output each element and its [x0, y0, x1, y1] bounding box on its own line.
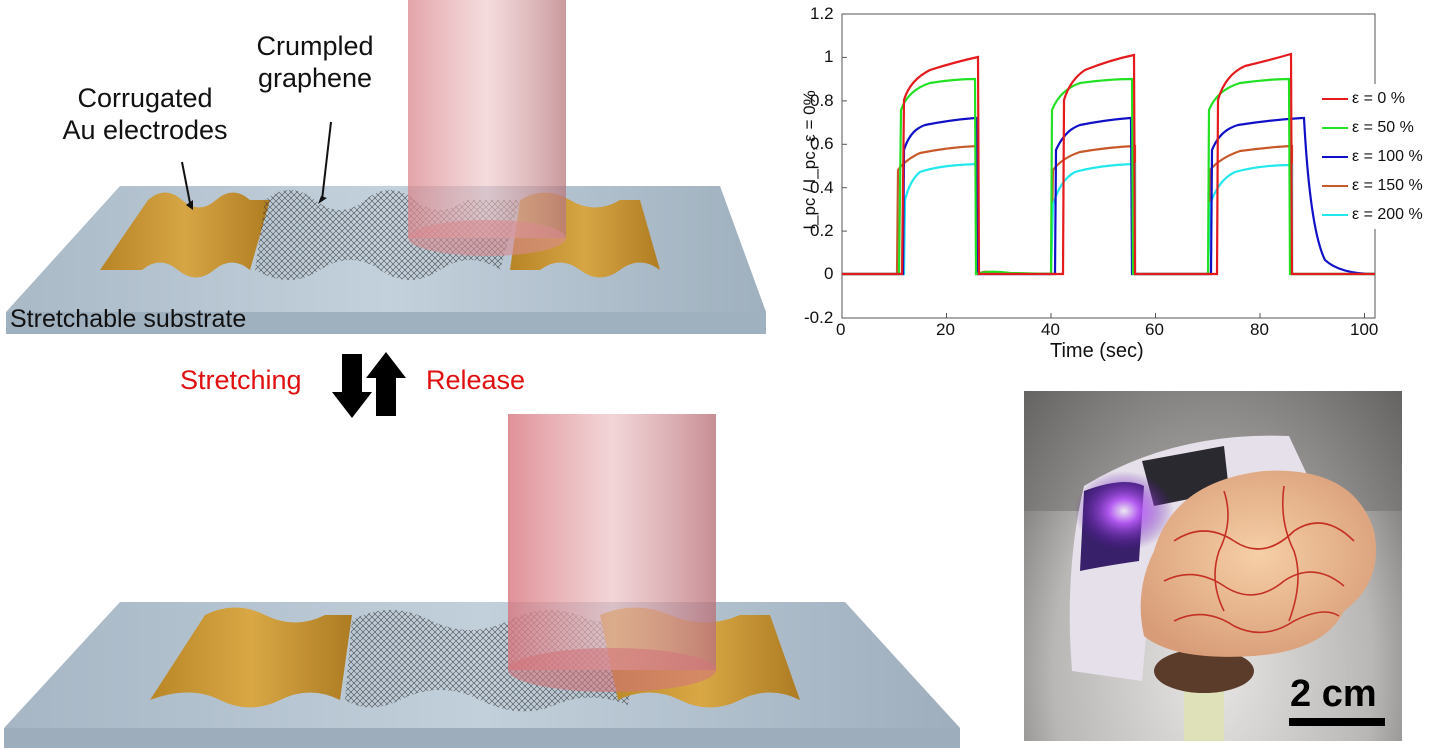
release-label: Release	[426, 365, 526, 395]
electrodes-label-line2: Au electrodes	[62, 115, 228, 145]
y-tick-1: 1	[824, 47, 834, 66]
y-tick-0.4: 0.4	[810, 178, 834, 197]
y-tick-0: 0	[824, 264, 834, 283]
series-eps100	[842, 116, 1376, 276]
scale-bar-label: 2 cm	[1290, 673, 1377, 715]
legend-label-eps200: ε = 200 %	[1352, 205, 1423, 223]
brain-vessels	[1163, 485, 1355, 634]
chart-plot	[841, 13, 1376, 319]
substrate-label: Stretchable substrate	[10, 305, 247, 333]
legend-label-eps150: ε = 150 %	[1352, 176, 1423, 194]
series-eps200	[842, 162, 1375, 276]
x-axis-label: Time (sec)	[1050, 340, 1144, 362]
graphene-label-line1: Crumpled	[256, 31, 374, 61]
y-ticks	[842, 13, 1365, 318]
x-tick-100: 100	[1350, 320, 1379, 339]
legend-swatch-eps50	[1322, 126, 1348, 129]
brain-photo: 2 cm	[1024, 391, 1402, 741]
data-series	[842, 52, 1376, 276]
legend-swatch-eps200	[1322, 213, 1348, 216]
arrows-icon	[332, 352, 406, 418]
x-tick-20: 20	[936, 320, 955, 339]
y-tick-1.2: 1.2	[810, 4, 834, 23]
electrodes-label-line1: Corrugated	[77, 83, 213, 113]
legend-item: ε = 100 %	[1322, 142, 1440, 171]
stretch-release-indicator: Stretching Release	[170, 348, 570, 418]
x-tick-80: 80	[1250, 320, 1269, 339]
y-tick-0.6: 0.6	[810, 134, 834, 153]
electrodes-label: Corrugated Au electrodes	[40, 82, 250, 146]
legend-swatch-eps150	[1322, 184, 1348, 187]
top-device-illustration	[6, 0, 766, 334]
top-device-diagram: Corrugated Au electrodes Crumpled graphe…	[0, 0, 780, 340]
legend-item: ε = 0 %	[1322, 84, 1440, 113]
legend-label-eps50: ε = 50 %	[1352, 118, 1414, 136]
stretched-device-illustration	[4, 414, 960, 748]
graphene-label: Crumpled graphene	[235, 30, 395, 94]
legend-item: ε = 150 %	[1322, 171, 1440, 200]
legend-label-eps100: ε = 100 %	[1352, 147, 1423, 165]
y-tick-0.2: 0.2	[810, 221, 834, 240]
legend-item: ε = 50 %	[1322, 113, 1440, 142]
stretching-label: Stretching	[180, 365, 302, 395]
series-eps0	[842, 52, 1375, 276]
x-tick-0: 0	[836, 320, 846, 339]
graphene-label-line2: graphene	[257, 63, 373, 93]
x-tick-40: 40	[1041, 320, 1060, 339]
legend-swatch-eps0	[1322, 97, 1348, 100]
down-arrow-icon	[332, 354, 372, 418]
legend-item: ε = 200 %	[1322, 200, 1440, 229]
bottom-device-diagram	[0, 410, 980, 750]
legend-label-eps0: ε = 0 %	[1352, 89, 1405, 107]
legend-swatch-eps100	[1322, 155, 1348, 158]
brain-model-illustration	[1024, 391, 1402, 741]
up-arrow-icon	[366, 352, 406, 416]
photocurrent-chart: 1.2 1 0.8 0.6 0.4 0.2 0 -0.2 0 20 40 60 …	[780, 0, 1440, 370]
y-tick-0.8: 0.8	[810, 91, 834, 110]
series-eps50	[842, 77, 1375, 276]
x-tick-60: 60	[1145, 320, 1164, 339]
y-axis-label: I_pc / I_pc, ε = 0%	[800, 90, 819, 230]
y-tick-neg0.2: -0.2	[804, 308, 834, 327]
chart-legend: ε = 0 % ε = 50 % ε = 100 % ε = 150 % ε =…	[1322, 84, 1440, 229]
scale-bar	[1289, 718, 1385, 726]
